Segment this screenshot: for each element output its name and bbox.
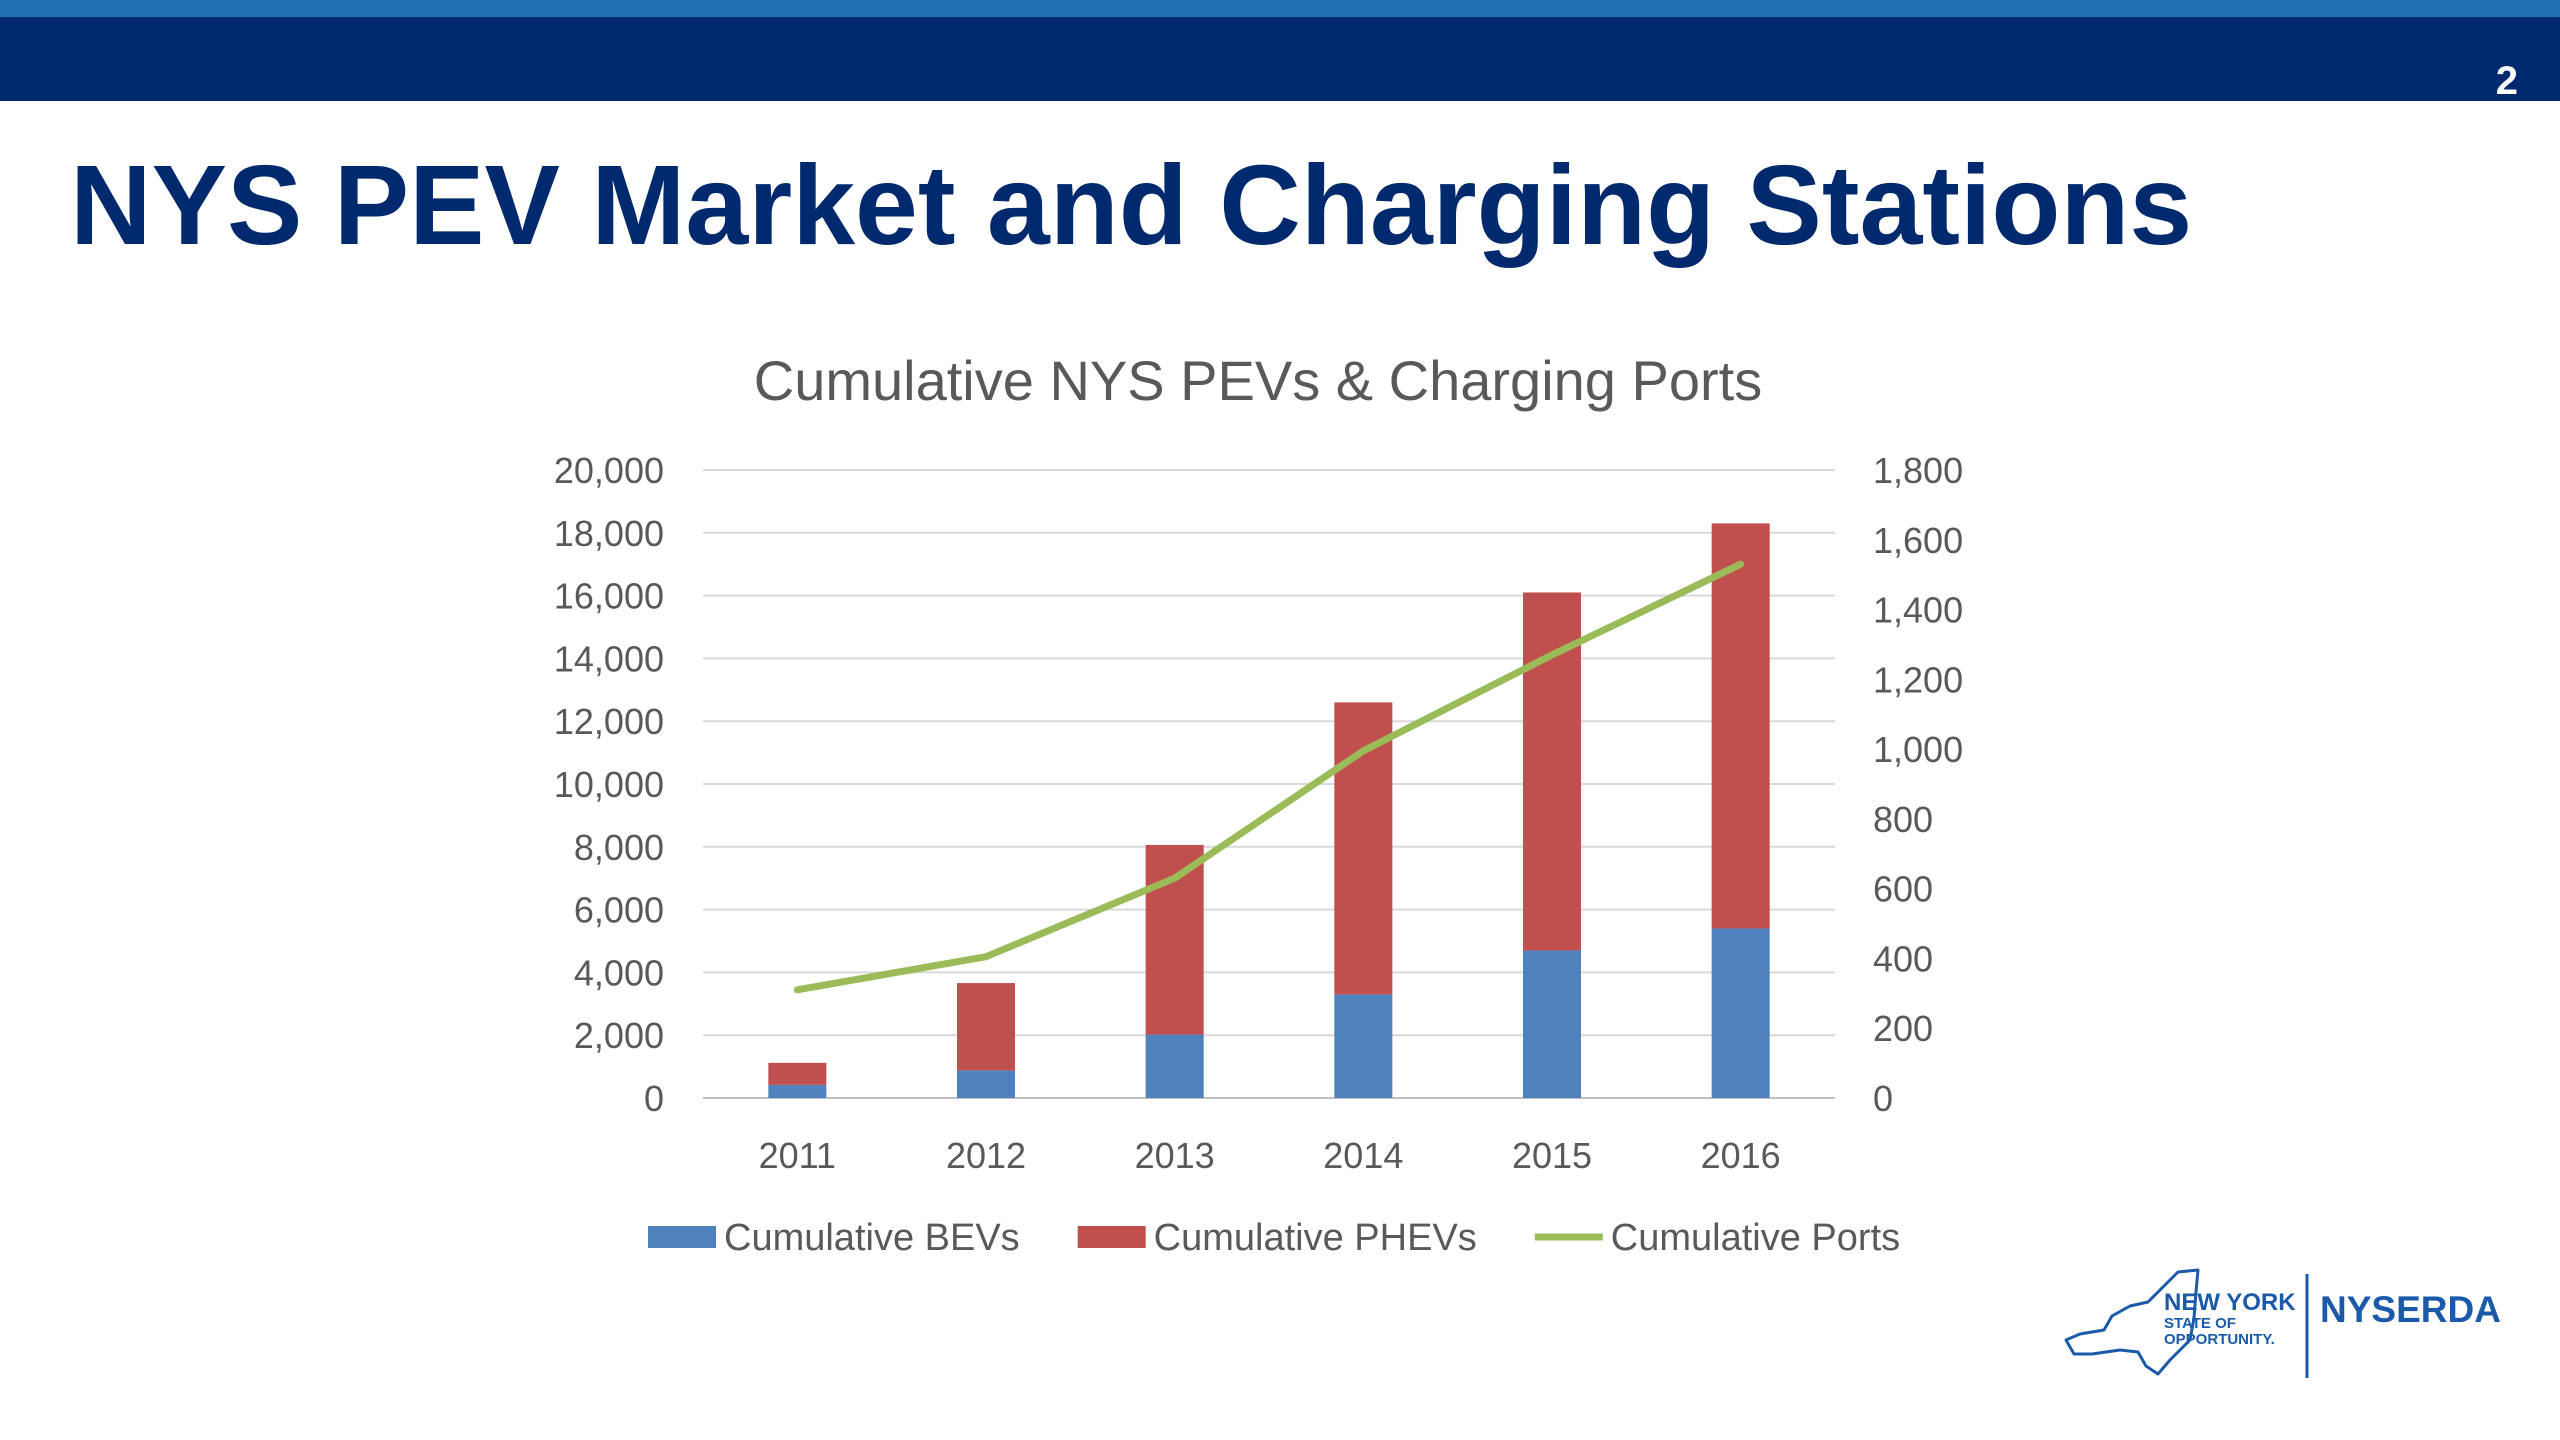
y-left-tick-label: 6,000: [574, 890, 664, 931]
y-left-tick-label: 8,000: [574, 827, 664, 868]
y-right-tick-label: 600: [1873, 869, 1933, 910]
legend-label: Cumulative BEVs: [724, 1217, 1020, 1259]
x-tick-label: 2013: [1135, 1135, 1215, 1176]
y-right-tick-label: 800: [1873, 799, 1933, 840]
bar-phev: [957, 983, 1015, 1071]
legend-label: Cumulative PHEVs: [1154, 1217, 1477, 1259]
y-left-tick-label: 18,000: [554, 513, 664, 554]
y-right-tick-label: 1,800: [1873, 450, 1963, 491]
x-tick-label: 2011: [759, 1135, 836, 1176]
header-bar: 2: [0, 17, 2560, 103]
pev-ports-chart: Cumulative NYS PEVs & Charging Ports 0 2,0…: [554, 349, 1963, 1259]
y-left-tick-label: 10,000: [554, 764, 664, 805]
y-right-tick-label: 1,400: [1873, 590, 1963, 631]
new-york-state-outline-icon: [2064, 1268, 2200, 1376]
bar-bev: [1711, 928, 1770, 1098]
bar-bev: [768, 1084, 827, 1098]
x-tick-label: 2016: [1701, 1135, 1781, 1176]
top-accent-stripe: [0, 0, 2560, 17]
legend-swatch: [648, 1226, 716, 1248]
y-left-tick-label: 2,000: [574, 1015, 664, 1056]
bar-phev: [1711, 523, 1770, 929]
y-left-tick-label: 12,000: [554, 701, 664, 742]
bar-bev: [1145, 1034, 1204, 1098]
legend-swatch: [1077, 1226, 1146, 1248]
bar-bev: [957, 1070, 1015, 1098]
bar-phev: [768, 1062, 827, 1085]
chart-title: Cumulative NYS PEVs & Charging Ports: [754, 349, 1762, 412]
logo-opportunity: OPPORTUNITY.: [2164, 1331, 2275, 1348]
y-left-tick-label: 16,000: [554, 576, 664, 617]
y-left-tick-label: 0: [644, 1078, 664, 1119]
bar-bev: [1334, 994, 1393, 1098]
logo-state-of: STATE OF: [2164, 1315, 2236, 1332]
x-tick-label: 2014: [1323, 1135, 1403, 1176]
slide-title: NYS PEV Market and Charging Stations: [70, 142, 2193, 268]
y-right-tick-label: 1,600: [1873, 520, 1963, 561]
x-tick-label: 2012: [946, 1135, 1026, 1176]
bar-phev: [1334, 702, 1393, 995]
bar-bev: [1523, 950, 1581, 1098]
legend-label: Cumulative Ports: [1611, 1217, 1900, 1259]
y-right-tick-label: 200: [1873, 1008, 1933, 1049]
y-left-tick-label: 20,000: [554, 450, 664, 491]
x-tick-label: 2015: [1512, 1135, 1592, 1176]
y-left-tick-label: 4,000: [574, 952, 664, 993]
logo-nyserda: NYSERDA: [2320, 1289, 2500, 1330]
line-ports: [793, 560, 1745, 994]
bar-phev: [1145, 844, 1204, 1035]
y-right-tick-label: 1,200: [1873, 659, 1963, 700]
y-right-tick-label: 1,000: [1873, 729, 1963, 770]
y-right-tick-label: 400: [1873, 938, 1933, 979]
page-number: 2: [2495, 59, 2518, 103]
logo-new-york: NEW YORK: [2164, 1289, 2296, 1316]
y-left-tick-label: 14,000: [554, 638, 664, 679]
nyserda-logo: NEW YORK STATE OF OPPORTUNITY. NYSERDA: [2064, 1268, 2500, 1378]
y-right-tick-label: 0: [1873, 1078, 1893, 1119]
